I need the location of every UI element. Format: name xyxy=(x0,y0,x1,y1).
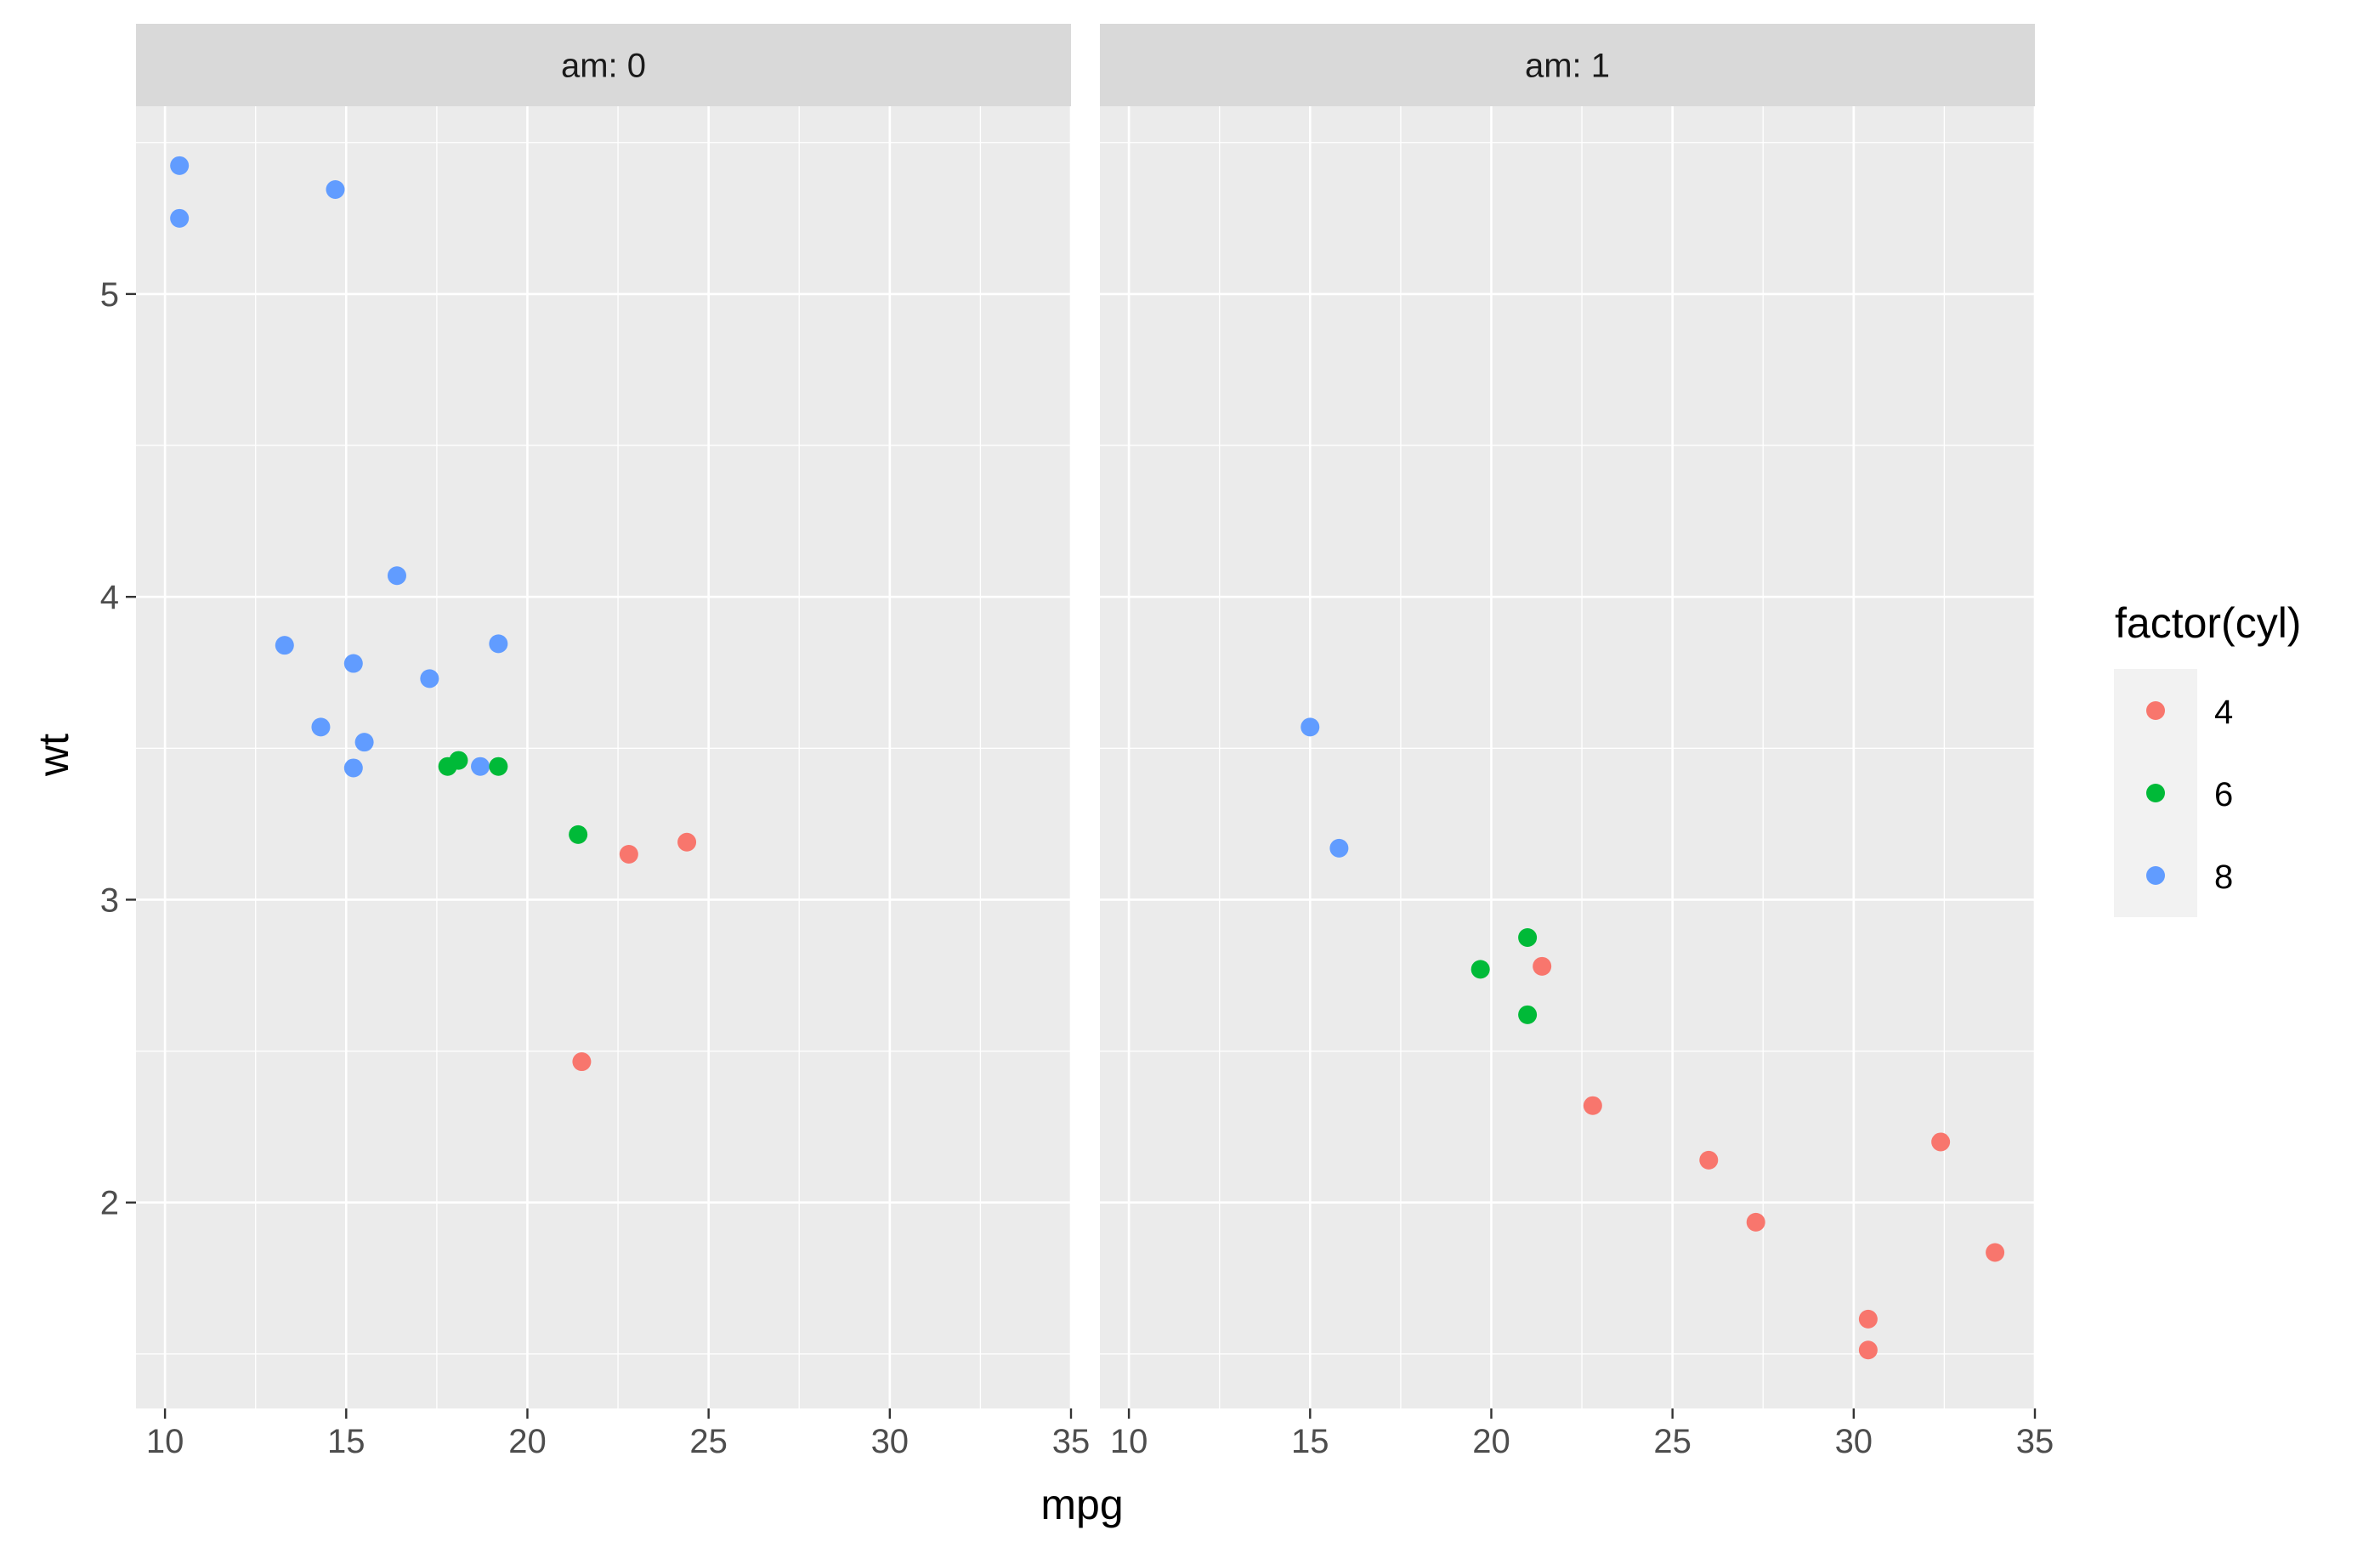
data-point xyxy=(572,1052,592,1072)
data-point xyxy=(170,208,190,228)
y-axis-title: wt xyxy=(30,734,77,777)
y-tick-label: 4 xyxy=(100,579,119,616)
data-point xyxy=(619,845,638,864)
data-point xyxy=(1858,1340,1878,1360)
axes: 10 15 20 25 30 35 10 15 20 25 30 35 2 3 4 5 xyxy=(100,276,2054,1460)
facet-strip-background xyxy=(1100,24,2035,106)
legend-title: factor(cyl) xyxy=(2115,599,2301,647)
facet-strip-label: am: 0 xyxy=(561,48,646,85)
data-point xyxy=(1986,1243,2005,1262)
data-point xyxy=(1533,956,1552,976)
x-tick-label: 25 xyxy=(1653,1423,1692,1460)
legend-key xyxy=(2146,701,2165,720)
legend-label: 8 xyxy=(2214,858,2233,896)
legend: factor(cyl) 4 6 8 xyxy=(2114,599,2301,917)
legend-entry-4: 4 xyxy=(2146,694,2233,731)
legend-entry-8: 8 xyxy=(2146,858,2233,896)
data-point xyxy=(170,156,190,175)
x-tick-label: 10 xyxy=(1110,1423,1148,1460)
data-point xyxy=(677,832,697,852)
x-tick-label: 25 xyxy=(689,1423,728,1460)
facet-strip-background xyxy=(136,24,1071,106)
x-tick-label: 20 xyxy=(1472,1423,1510,1460)
data-points xyxy=(1300,717,2005,1360)
data-point xyxy=(1858,1309,1878,1329)
y-tick-label: 5 xyxy=(100,276,119,314)
data-point xyxy=(1518,1005,1538,1024)
facet-strip-label: am: 1 xyxy=(1525,48,1610,85)
facet-panel-1: am: 1 xyxy=(1100,24,2037,1408)
x-tick-label: 15 xyxy=(327,1423,366,1460)
data-point xyxy=(275,636,294,655)
data-point xyxy=(354,733,374,752)
data-point xyxy=(1300,717,1320,737)
data-point xyxy=(1746,1212,1765,1232)
data-point xyxy=(420,669,439,688)
x-tick-label: 30 xyxy=(1835,1423,1873,1460)
legend-key xyxy=(2146,784,2165,802)
data-point xyxy=(1470,960,1490,979)
y-tick-label: 3 xyxy=(100,881,119,919)
data-point xyxy=(489,634,508,654)
data-point xyxy=(1931,1132,1951,1152)
data-point xyxy=(489,756,508,776)
panel-background xyxy=(1100,106,2035,1408)
data-point xyxy=(343,654,363,673)
data-point xyxy=(1518,927,1538,947)
x-tick-label: 35 xyxy=(2016,1423,2054,1460)
legend-entry-6: 6 xyxy=(2146,776,2233,813)
data-point xyxy=(1699,1150,1719,1170)
legend-label: 4 xyxy=(2214,694,2233,731)
facet-panel-0: am: 0 xyxy=(136,24,1073,1408)
data-point xyxy=(438,756,457,776)
data-point xyxy=(311,717,331,737)
panel-background xyxy=(136,106,1071,1408)
data-point xyxy=(569,824,588,844)
legend-key xyxy=(2146,866,2165,885)
data-point xyxy=(326,179,345,199)
data-points xyxy=(170,156,697,1072)
legend-label: 6 xyxy=(2214,776,2233,813)
x-tick-label: 20 xyxy=(508,1423,547,1460)
data-point xyxy=(1583,1096,1602,1115)
x-tick-label: 15 xyxy=(1291,1423,1329,1460)
data-point xyxy=(1329,838,1349,858)
data-point xyxy=(471,756,490,776)
x-axis-title: mpg xyxy=(1040,1481,1123,1528)
legend-entries: 4 6 8 xyxy=(2146,694,2233,896)
data-point xyxy=(387,566,406,586)
x-tick-label: 30 xyxy=(871,1423,910,1460)
data-point xyxy=(343,758,363,778)
facet-panels: am: 0 am: 1 xyxy=(136,24,2037,1408)
x-tick-label: 10 xyxy=(146,1423,184,1460)
y-tick-label: 2 xyxy=(100,1185,119,1222)
x-tick-label: 35 xyxy=(1052,1423,1091,1460)
